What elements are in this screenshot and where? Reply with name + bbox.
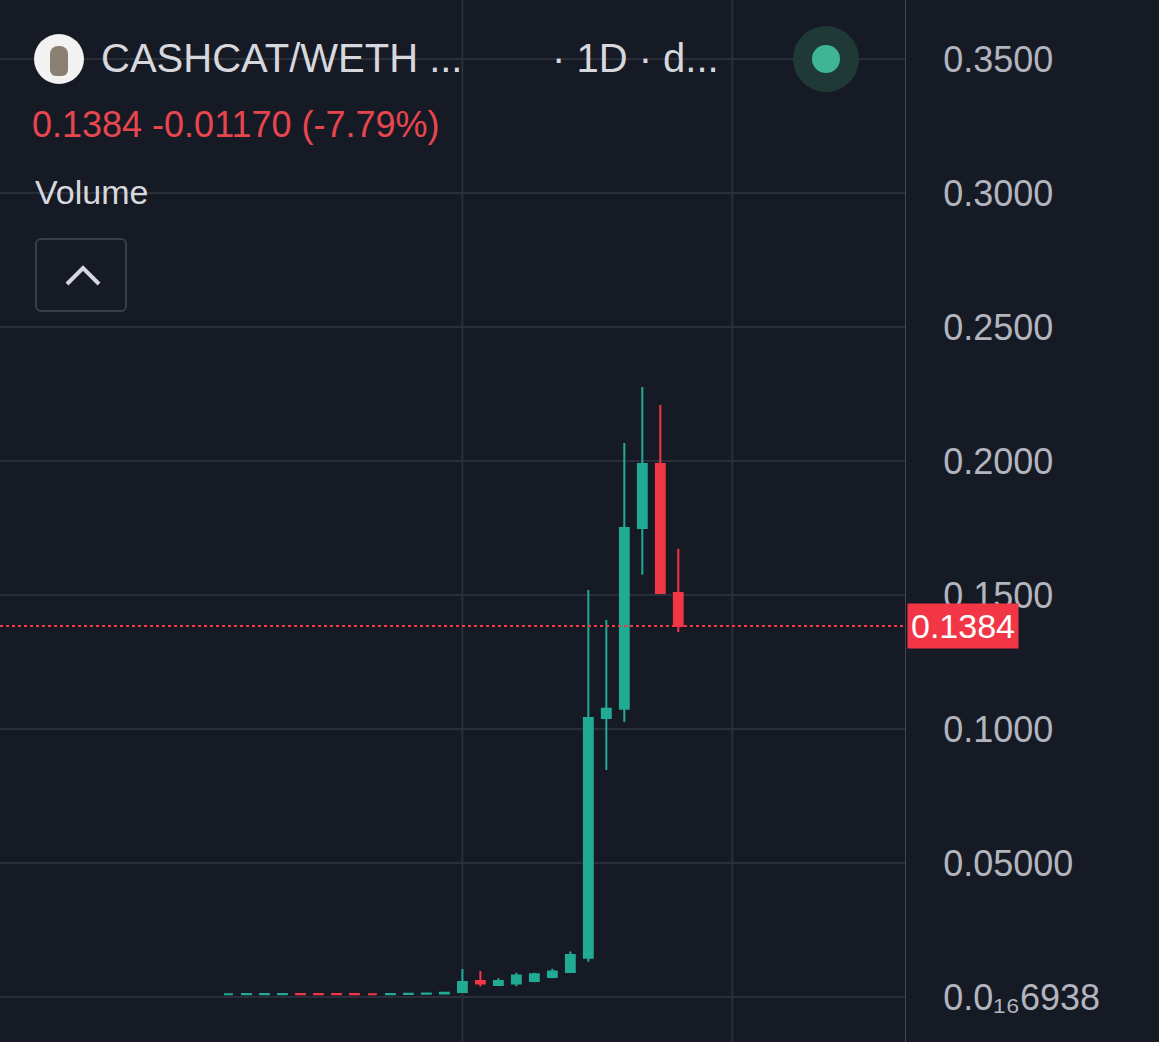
svg-text:0.1384: 0.1384 — [911, 607, 1015, 645]
svg-text:0.3000: 0.3000 — [943, 173, 1053, 214]
svg-text:0.0₁₆6938: 0.0₁₆6938 — [943, 977, 1100, 1018]
html-text:0.1384 -0.01170 (-7.79%): 0.1384 -0.01170 (-7.79%) — [32, 104, 440, 145]
html-text:CASHCAT/WETH ...: CASHCAT/WETH ... — [101, 36, 463, 80]
svg-text:0.1500: 0.1500 — [943, 575, 1053, 616]
svg-text:0.2500: 0.2500 — [943, 307, 1053, 348]
svg-text:0.2000: 0.2000 — [943, 441, 1053, 482]
svg-text:0.1000: 0.1000 — [943, 709, 1053, 750]
svg-text:0.05000: 0.05000 — [943, 843, 1073, 884]
svg-text:0.3500: 0.3500 — [943, 39, 1053, 80]
html-text:Volume: Volume — [35, 173, 149, 211]
html-text:· 1D · d...: · 1D · d... — [552, 36, 719, 80]
